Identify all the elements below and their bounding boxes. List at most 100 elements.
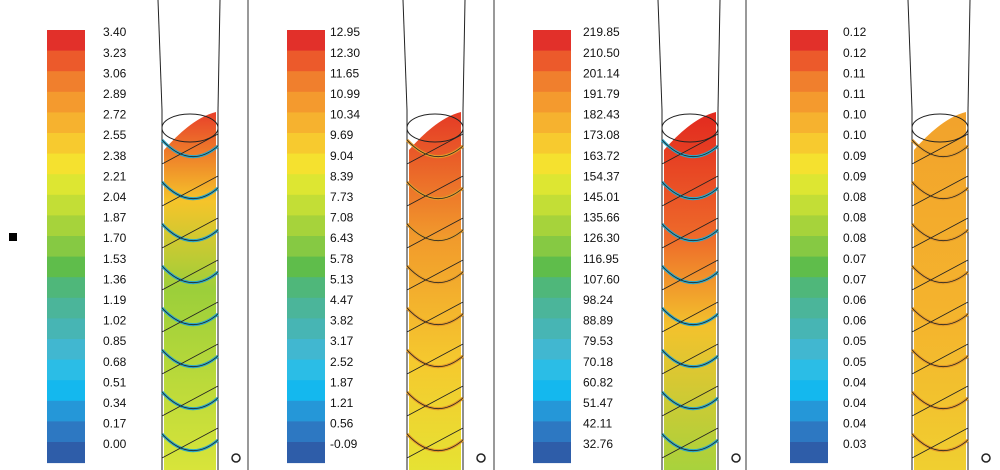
legend-swatch [47, 153, 85, 175]
legend-label: 0.10 [843, 108, 867, 122]
legend-label: 0.05 [843, 334, 867, 348]
helix-line [161, 259, 219, 291]
legend-label: 6.43 [330, 231, 354, 245]
legend-swatch [790, 359, 828, 381]
legend-swatch [287, 30, 325, 52]
helix-line [406, 301, 464, 333]
legend-label: 0.08 [843, 231, 867, 245]
helix-line [161, 217, 219, 249]
legend-swatch [287, 421, 325, 443]
screw-top [661, 113, 719, 143]
legend-label: 0.08 [843, 211, 867, 225]
legend-label: 0.34 [103, 396, 127, 410]
helix-line [661, 133, 719, 165]
legend-label: 11.65 [330, 66, 359, 80]
screw-contour [409, 112, 461, 470]
axis-glyph [981, 453, 991, 463]
legend-label: 98.24 [583, 293, 613, 307]
helix-line [161, 301, 219, 333]
axis-glyph [476, 453, 486, 463]
legend-swatch [287, 71, 325, 93]
marker [9, 233, 17, 241]
legend-label: 51.47 [583, 396, 613, 410]
legend-swatch [47, 277, 85, 299]
helix-line [406, 175, 464, 207]
screw-top [911, 113, 969, 143]
legend-label: 0.08 [843, 190, 867, 204]
legend-swatch [790, 256, 828, 278]
legend-label: 210.50 [583, 46, 620, 60]
legend-label: 1.36 [103, 272, 127, 286]
legend-swatch [790, 133, 828, 155]
helix-line [661, 301, 719, 333]
legend-label: 4.47 [330, 293, 354, 307]
legend-label: 60.82 [583, 375, 613, 389]
legend-label: 88.89 [583, 314, 613, 328]
legend-swatch [47, 133, 85, 155]
legend-swatch [790, 318, 828, 340]
screw-top [161, 113, 219, 143]
legend-swatch [533, 30, 571, 52]
legend-swatch [287, 380, 325, 402]
legend-label: 12.95 [330, 25, 360, 39]
legend-swatch [533, 297, 571, 319]
legend-swatch [533, 400, 571, 422]
legend-swatch [287, 153, 325, 175]
legend-swatch [287, 297, 325, 319]
legend-swatch [533, 50, 571, 72]
screw-top [406, 113, 464, 143]
helix-line [406, 343, 464, 375]
legend-label: 2.04 [103, 190, 127, 204]
legend-swatch [533, 339, 571, 361]
legend-swatch [287, 91, 325, 113]
legend-swatch [47, 297, 85, 319]
legend-label: 219.85 [583, 25, 620, 39]
legend-label: 201.14 [583, 66, 620, 80]
legend-swatch [790, 50, 828, 72]
legend-label: 0.06 [843, 314, 867, 328]
legend-swatch [533, 421, 571, 443]
legend-label: 8.39 [330, 169, 354, 183]
legend-label: 182.43 [583, 108, 620, 122]
legend-label: 107.60 [583, 272, 620, 286]
legend-swatch [47, 339, 85, 361]
legend-label: 1.21 [330, 396, 354, 410]
legend-swatch [47, 194, 85, 216]
legend-label: 5.78 [330, 252, 354, 266]
legend-label: 0.03 [843, 437, 867, 451]
outline [967, 0, 971, 111]
legend-swatch [287, 215, 325, 237]
legend-label: 79.53 [583, 334, 613, 348]
outline [907, 0, 913, 111]
legend-label: 7.73 [330, 190, 354, 204]
helix-line [661, 385, 719, 417]
screw-contour [914, 112, 966, 470]
legend-label: 0.85 [103, 334, 127, 348]
helix-line [161, 343, 219, 375]
legend-swatch [287, 112, 325, 134]
legend-label: 1.02 [103, 314, 127, 328]
legend-swatch [47, 380, 85, 402]
legend-swatch [790, 215, 828, 237]
legend-swatch [790, 380, 828, 402]
legend-swatch [47, 174, 85, 196]
legend-swatch [47, 30, 85, 52]
legend-label: 191.79 [583, 87, 620, 101]
outline [217, 0, 221, 111]
helix-line [911, 259, 969, 291]
legend-label: 0.17 [103, 417, 127, 431]
legend-label: 42.11 [583, 417, 612, 431]
helix-line [406, 217, 464, 249]
legend-swatch [47, 421, 85, 443]
legend-label: 7.08 [330, 211, 354, 225]
legend-label: 0.05 [843, 355, 867, 369]
legend-label: 0.10 [843, 128, 867, 142]
legend-swatch [287, 236, 325, 258]
legend-label: 135.66 [583, 211, 620, 225]
legend-label: 2.38 [103, 149, 127, 163]
legend-label: 10.99 [330, 87, 360, 101]
legend-swatch [47, 50, 85, 72]
axis-glyph [731, 453, 741, 463]
legend-label: 145.01 [583, 190, 620, 204]
